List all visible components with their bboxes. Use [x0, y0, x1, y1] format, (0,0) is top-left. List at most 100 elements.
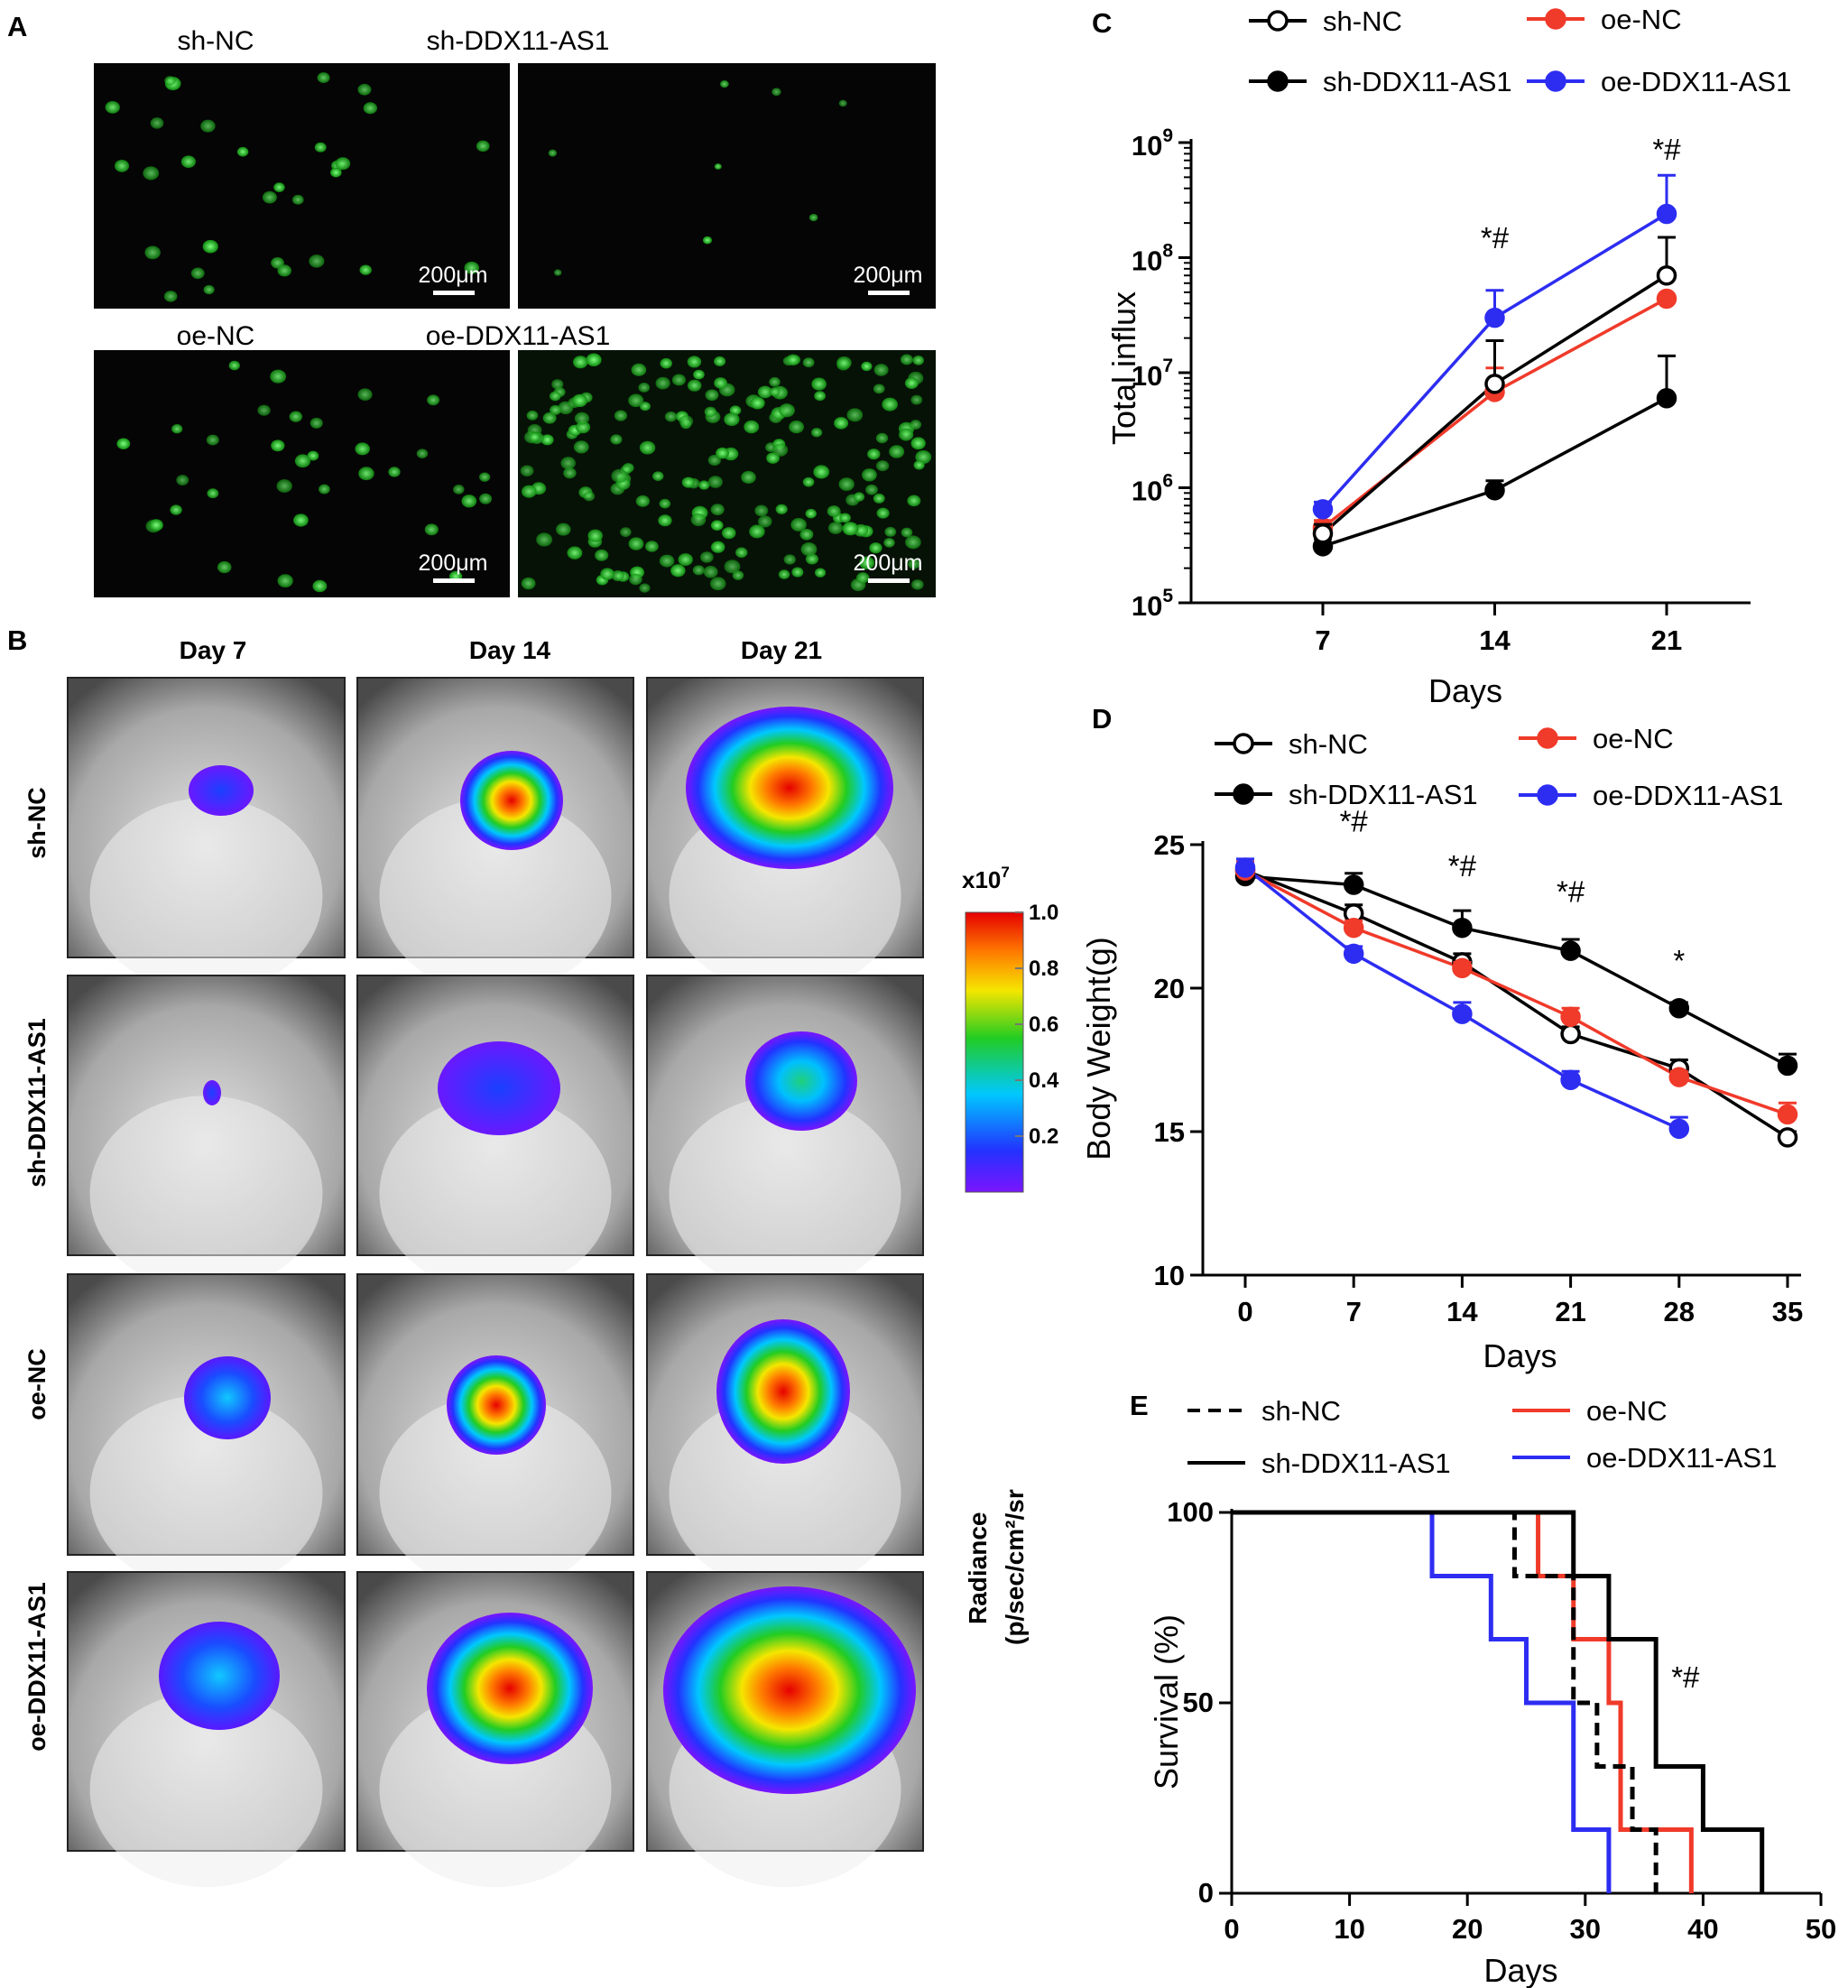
- cell: [910, 420, 922, 430]
- cell: [805, 553, 819, 565]
- cell: [171, 424, 183, 434]
- cell: [876, 460, 890, 472]
- cell: [314, 142, 327, 153]
- mouse-body: [669, 1096, 901, 1292]
- cell: [236, 146, 249, 157]
- cell: [846, 408, 864, 422]
- colorbar-gradient: [965, 911, 1024, 1193]
- cell: [862, 468, 877, 482]
- cell: [660, 357, 672, 369]
- micrograph-oe-nc: [94, 350, 510, 597]
- cell: [170, 504, 182, 515]
- cell: [693, 369, 705, 380]
- bioluminescence-signal: [745, 1031, 857, 1131]
- survival-curve-oe-nc: [1232, 1510, 1694, 1893]
- data-point-oe-ddx11-as1: [1484, 307, 1505, 328]
- imaging-cell-sh-ddx11-as1-day-3: [646, 975, 924, 1292]
- cell: [144, 245, 161, 260]
- data-point-oe-ddx11-as1: [1656, 203, 1677, 225]
- cell: [839, 513, 851, 523]
- cell: [714, 356, 726, 366]
- fluorescent-cells: [105, 72, 932, 593]
- y-tick-exponent: 7: [1162, 356, 1173, 376]
- mouse-body: [89, 1394, 323, 1592]
- cell: [699, 551, 714, 563]
- cell: [655, 376, 670, 390]
- cell: [461, 495, 477, 508]
- bioluminescence-signal: [686, 707, 893, 869]
- cell: [479, 472, 491, 482]
- colorbar-exponent: x107: [962, 864, 1010, 893]
- cell: [875, 432, 889, 444]
- legend-marker-sh-ddx11-as1: [1267, 70, 1289, 92]
- cell: [710, 541, 725, 553]
- cell: [802, 476, 815, 487]
- cell: [754, 504, 769, 517]
- legend-label-sh-nc: sh-NC: [1323, 5, 1402, 37]
- cell: [542, 411, 557, 424]
- cell: [576, 421, 591, 434]
- cell: [190, 267, 205, 280]
- cell: [838, 99, 847, 107]
- cell: [910, 394, 923, 405]
- cell: [800, 542, 818, 557]
- legend-marker-oe-ddx11-as1: [1537, 784, 1558, 806]
- cell: [257, 404, 271, 416]
- cell: [541, 434, 554, 446]
- cell: [783, 554, 796, 565]
- cell: [526, 410, 539, 421]
- legend-label-sh-ddx11-as1: sh-DDX11-AS1: [1289, 779, 1478, 810]
- mouse-body: [379, 1096, 612, 1292]
- series-line-oe-ddx11-as1: [1243, 866, 1680, 1131]
- colorbar-unit-line1: Radiance: [964, 1512, 992, 1625]
- cell: [628, 393, 644, 408]
- cell: [744, 420, 760, 434]
- panel-label-d: D: [1092, 703, 1112, 735]
- significance-marker: *#: [1652, 133, 1681, 166]
- panel-label-c: C: [1092, 7, 1112, 39]
- significance-marker: *#: [1557, 875, 1585, 909]
- survival-curve-oe-ddx11-as1: [1232, 1510, 1612, 1893]
- data-point-sh-nc: [1312, 522, 1334, 544]
- cell: [228, 360, 240, 371]
- row-label-oe-ddx11: oe-DDX11-AS1: [23, 1582, 51, 1752]
- y-axis-label: Body Weight(g): [1080, 937, 1117, 1160]
- cell: [907, 495, 921, 507]
- data-point-sh-ddx11-as1: [1560, 940, 1581, 961]
- survival-curve-sh-nc: [1232, 1510, 1659, 1893]
- cell: [873, 493, 885, 504]
- cell: [827, 522, 844, 534]
- y-tick-label: 10: [1154, 1260, 1185, 1291]
- day-title-14: Day 14: [469, 636, 551, 664]
- cell: [639, 440, 656, 455]
- cell: [574, 411, 589, 425]
- cell: [884, 526, 897, 537]
- cell: [698, 480, 710, 490]
- data-point-oe-nc: [1452, 957, 1473, 978]
- cell: [573, 356, 588, 369]
- micrograph-title-sh-ddx11: sh-DDX11-AS1: [427, 26, 610, 56]
- cell: [553, 269, 562, 276]
- cell: [873, 364, 889, 376]
- cell: [176, 475, 189, 485]
- imaging-grid: [67, 677, 924, 1888]
- panel-label-a: A: [7, 11, 27, 42]
- cell: [757, 385, 772, 399]
- x-tick-label: 30: [1570, 1913, 1601, 1945]
- scale-label: 200μm: [854, 263, 923, 288]
- significance-marker: *#: [1340, 805, 1369, 838]
- cell: [611, 569, 624, 582]
- imaging-cell-sh-nc-day-1: [67, 677, 346, 994]
- legend-label-oe-ddx11-as1: oe-DDX11-AS1: [1601, 66, 1791, 97]
- x-tick-label: 50: [1806, 1913, 1836, 1945]
- x-tick-label: 7: [1346, 1296, 1362, 1327]
- cell: [293, 513, 309, 527]
- legend-label-sh-nc: sh-NC: [1289, 728, 1368, 760]
- cell: [114, 160, 130, 172]
- cell: [659, 498, 671, 509]
- colorbar-tick-label: 0.2: [1029, 1124, 1058, 1149]
- data-point-oe-nc: [1656, 288, 1677, 310]
- cell: [180, 155, 196, 169]
- cell: [476, 140, 490, 153]
